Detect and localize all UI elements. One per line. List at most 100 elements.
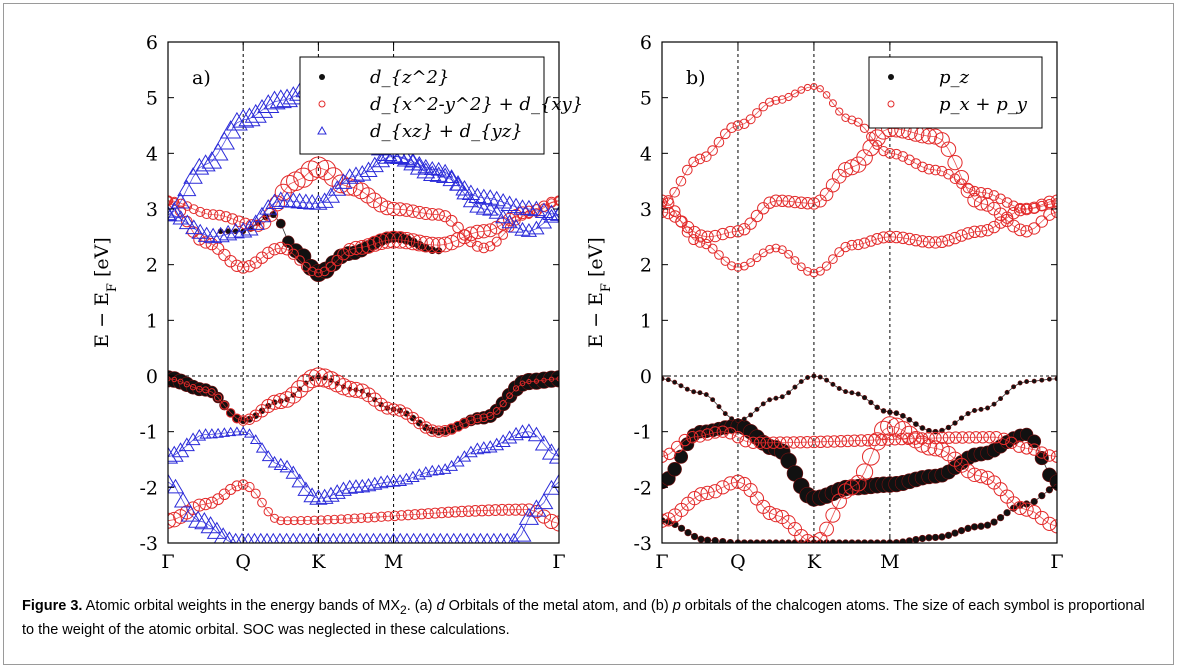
marker-open-circle [715,480,730,495]
y-tick-label: 1 [146,310,158,332]
marker-open-circle [714,250,724,260]
marker-open-circle [707,145,718,156]
marker-open-circle [716,227,729,241]
marker-open-circle [681,226,693,238]
marker-dz2 [899,538,907,543]
marker-open-circle [854,434,868,447]
marker-triangle [211,226,230,243]
marker-open-circle [880,416,900,436]
marker-dz2 [754,406,760,412]
marker-open-circle [417,235,435,253]
marker-triangle [347,532,360,543]
marker-open-circle [929,431,942,445]
band-line [662,127,1057,238]
marker-open-circle [207,209,219,220]
marker-open-circle [732,120,744,131]
marker-triangle [520,423,538,438]
x-tick-label: Γ [161,551,174,573]
marker-open-circle [214,209,225,221]
marker-triangle [328,484,346,499]
marker-open-circle [452,221,464,234]
marker-triangle [282,86,305,105]
marker-triangle [367,476,383,490]
marker-dz2 [874,404,880,411]
marker-open-circle [432,208,445,221]
marker-open-circle [922,432,935,445]
marker-open-circle [841,434,854,448]
marker-open-circle [369,512,380,523]
marker-open-circle [329,514,340,525]
marker-dz2 [767,397,773,403]
marker-open-circle [668,205,681,217]
marker-open-circle [819,521,834,537]
marker-open-circle [790,256,800,265]
marker-triangle [489,437,505,451]
marker-open-circle [701,428,714,441]
marker-open-circle [387,403,400,416]
marker-open-circle [177,378,184,385]
marker-dz2 [887,409,893,416]
marker-open-circle [380,401,394,415]
marker-triangle [374,532,387,543]
marker-open-circle [406,204,420,218]
marker-triangle [474,188,493,205]
marker-triangle [550,206,559,221]
marker-dz2 [972,407,978,414]
marker-open-circle [825,507,841,523]
series-1 [168,156,559,532]
marker-open-circle [1043,208,1056,221]
marker-triangle [263,90,286,110]
marker-open-circle [784,249,794,259]
legend-marker [317,125,327,135]
marker-dz2 [912,535,920,543]
band-line [168,155,559,238]
y-tick-label: -2 [139,477,158,499]
marker-open-circle [765,97,775,107]
y-tick-label: -1 [139,422,158,444]
marker-open-circle [760,436,773,449]
marker-open-circle [727,261,737,271]
marker-open-circle [861,434,875,447]
marker-open-circle [243,413,256,425]
marker-open-circle [720,128,731,140]
marker-open-circle [884,148,896,159]
marker-open-circle [393,404,407,417]
marker-open-circle [492,407,501,415]
marker-triangle [462,193,480,208]
marker-open-circle [865,235,877,247]
marker-open-circle [969,185,980,197]
marker-open-circle [688,234,700,246]
y-tick-label: -1 [633,422,652,444]
marker-open-circle [987,220,1001,234]
marker-open-circle [189,383,197,391]
marker-open-circle [858,237,871,249]
marker-triangle [243,428,255,438]
marker-triangle [506,197,526,214]
marker-dz2 [1004,389,1010,395]
marker-open-circle [807,197,821,210]
marker-open-circle [182,201,193,211]
marker-open-circle [176,198,186,208]
marker-open-circle [308,367,329,387]
marker-open-circle [693,487,709,502]
marker-open-circle [840,241,851,253]
marker-open-circle [400,407,413,420]
marker-triangle [359,161,378,178]
marker-open-circle [904,154,915,166]
marker-open-circle [250,488,261,499]
marker-open-circle [426,424,439,437]
marker-triangle [482,201,499,216]
y-tick-label: 5 [640,88,652,110]
marker-open-circle [509,503,522,516]
marker-triangle [207,142,229,161]
marker-open-circle [961,227,975,240]
marker-open-circle [290,380,309,398]
marker-triangle [206,521,227,539]
marker-open-circle [744,217,757,230]
marker-open-circle [942,431,956,444]
marker-triangle [195,154,216,172]
marker-open-circle [1050,194,1057,207]
marker-open-circle [875,433,888,446]
